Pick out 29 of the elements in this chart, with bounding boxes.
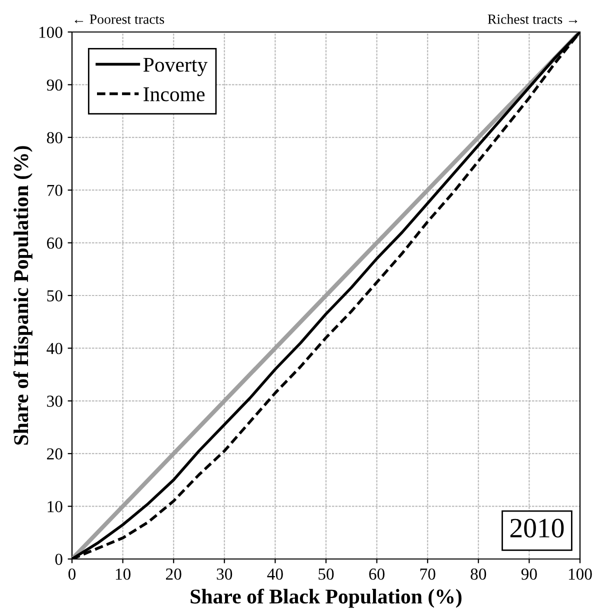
y-tick-label: 60 <box>47 238 62 249</box>
x-tick-label: 30 <box>216 568 232 580</box>
text: ← Poorest tracts <box>74 14 164 24</box>
legend-label: Poverty <box>143 58 208 76</box>
x-tick-label: 10 <box>116 568 130 580</box>
text: Richest tracts → <box>488 14 578 24</box>
x-tick-label: 80 <box>470 568 486 580</box>
y-tick-label: 80 <box>46 132 62 144</box>
y-tick-label: 20 <box>47 448 62 460</box>
y-tick-label: 90 <box>46 79 62 91</box>
y-tick-label: 100 <box>39 26 62 38</box>
x-tick-label: 50 <box>318 568 334 580</box>
x-axis-title: Share of Black Population (%) <box>190 588 462 608</box>
legend-label: Income <box>144 87 205 102</box>
y-tick-label: 30 <box>47 396 62 407</box>
x-tick-label: 90 <box>521 568 537 580</box>
x-tick-label: 40 <box>267 568 283 580</box>
x-tick-label: 100 <box>568 568 592 580</box>
annotation: 2010 <box>510 518 564 538</box>
y-tick-label: 70 <box>47 184 62 196</box>
x-tick-label: 0 <box>68 568 76 580</box>
x-tick-label: 20 <box>166 568 182 580</box>
y-axis-title: Share of Hispanic Population (%) <box>13 146 32 445</box>
y-tick-label: 0 <box>55 554 62 565</box>
y-tick-label: 50 <box>47 290 62 302</box>
y-tick-label: 40 <box>46 342 62 354</box>
x-tick-label: 60 <box>369 568 384 580</box>
y-tick-label: 10 <box>48 501 62 512</box>
x-tick-label: 70 <box>420 568 436 580</box>
